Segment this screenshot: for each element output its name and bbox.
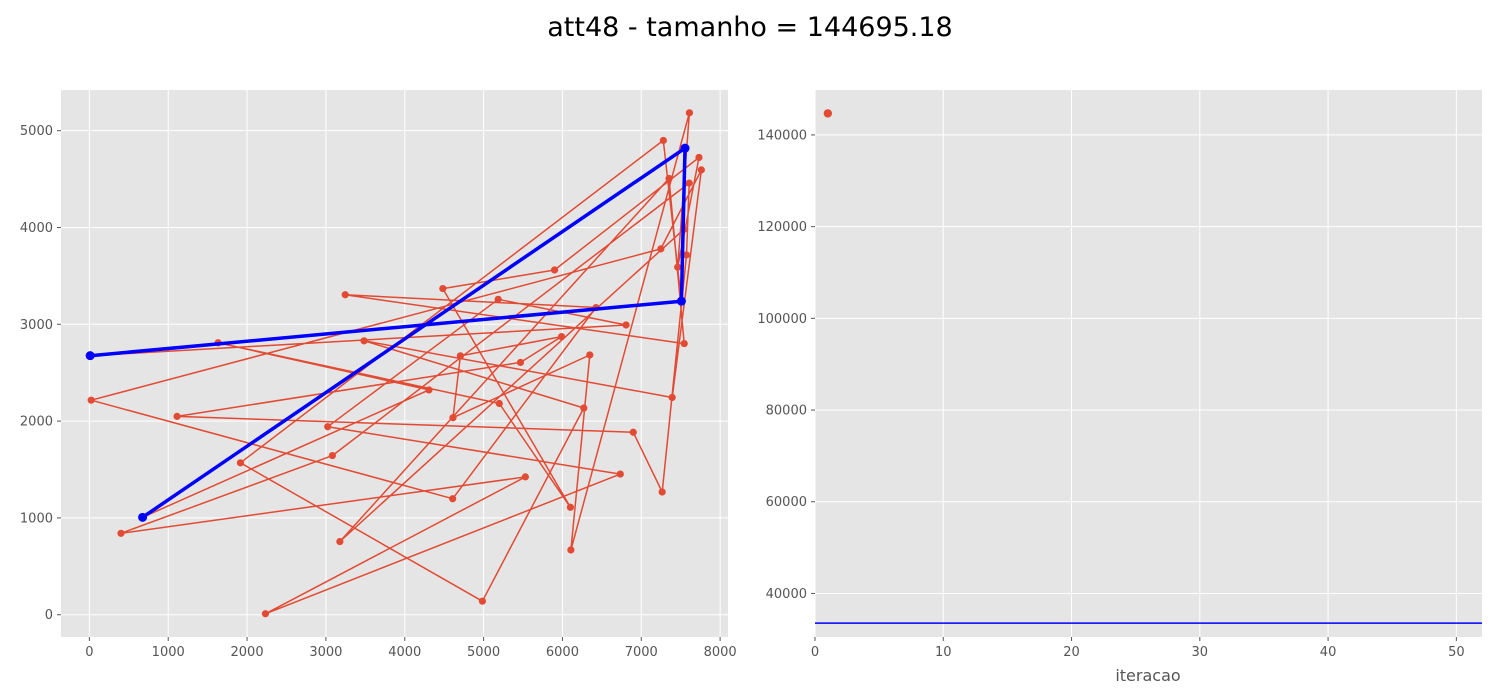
highlight-point [680,143,690,153]
highlight-point [138,512,148,522]
tour-point [449,495,457,503]
x-tick-label: 2000 [231,645,264,660]
tour-point [566,503,574,511]
tour-point [695,153,703,162]
y-tick-label: 1000 [20,511,53,526]
x-tick-label: 0 [85,645,93,660]
tour-point [494,295,502,303]
tour-point [685,179,693,187]
tour-point [622,321,630,329]
tour-point [328,451,336,460]
highlight-point [676,296,686,306]
x-tick-label: 4000 [388,645,421,660]
x-tick-label: 3000 [309,645,342,660]
tour-point [586,351,594,359]
iteration-plot-marks [815,109,1482,624]
y-tick-label: 80000 [766,404,807,419]
tour-point [261,610,270,618]
y-tick-label: 4000 [20,221,53,236]
tour-point [324,423,332,431]
tour-point [550,266,559,274]
y-tick-label: 140000 [757,128,807,143]
tour-point [659,136,667,145]
tour-point [336,537,344,546]
highlight-point [85,351,95,361]
y-tick-label: 2000 [20,415,53,430]
tour-plot-area [61,90,728,637]
tour-point [478,597,487,605]
figure-title: att48 - tamanho = 144695.18 [547,12,953,43]
iteration-plot-ticks: 0 10 20 30 40 50 40000 60000 80000 100000 120000 14… [757,128,1464,660]
x-tick-label: 40 [1320,645,1337,660]
tour-point [521,473,529,481]
tour-point [173,412,181,420]
x-tick-label: 6000 [546,645,579,660]
x-tick-label: 50 [1448,645,1465,660]
iteration-point [823,109,833,118]
tour-point [674,263,682,271]
tour-plot: 0 1000 2000 3000 4000 5000 6000 7000 8000 0 1000 20… [20,90,737,660]
y-tick-label: 0 [45,608,53,623]
tour-point [557,332,566,341]
x-tick-label: 30 [1192,645,1209,660]
tour-point [449,414,457,422]
tour-point [341,291,349,299]
tour-point [87,396,95,404]
x-axis-label: iteracao [1115,666,1180,685]
tour-point [658,488,666,496]
tour-point [580,404,588,412]
tour-point [697,166,705,174]
tour-point [516,358,525,367]
iteration-plot: 0 10 20 30 40 50 40000 60000 80000 100000 120000 14… [757,90,1482,685]
tour-point [439,284,447,293]
tour-point [360,337,368,345]
y-tick-label: 60000 [766,495,807,510]
tour-point [685,109,694,117]
tour-plot-ticks: 0 1000 2000 3000 4000 5000 6000 7000 8000 0 1000 20… [20,124,737,660]
y-tick-label: 100000 [757,312,807,327]
tour-point [117,529,125,537]
tour-point [236,459,245,467]
tour-point [629,428,637,436]
tour-point [495,399,503,408]
x-tick-label: 1000 [152,645,185,660]
tour-point [657,245,665,253]
iteration-plot-grid [814,90,1482,637]
tour-point [682,251,691,259]
highlight-line [90,146,687,519]
y-tick-label: 5000 [20,124,53,139]
tour-plot-marks [85,109,705,618]
iteration-plot-area [815,90,1482,637]
tour-point [567,546,575,554]
tour-point [665,174,673,183]
tour-point [616,470,624,478]
tour-point [456,352,465,360]
x-tick-label: 10 [935,645,952,660]
x-tick-label: 5000 [467,645,500,660]
x-tick-label: 7000 [625,645,658,660]
x-tick-label: 8000 [704,645,737,660]
tour-point [425,386,433,394]
tour-point [668,393,676,402]
x-tick-label: 0 [811,645,819,660]
x-tick-label: 20 [1063,645,1080,660]
y-tick-label: 3000 [20,318,53,333]
y-tick-label: 40000 [766,587,807,602]
tour-point [680,339,688,348]
y-tick-label: 120000 [757,220,807,235]
